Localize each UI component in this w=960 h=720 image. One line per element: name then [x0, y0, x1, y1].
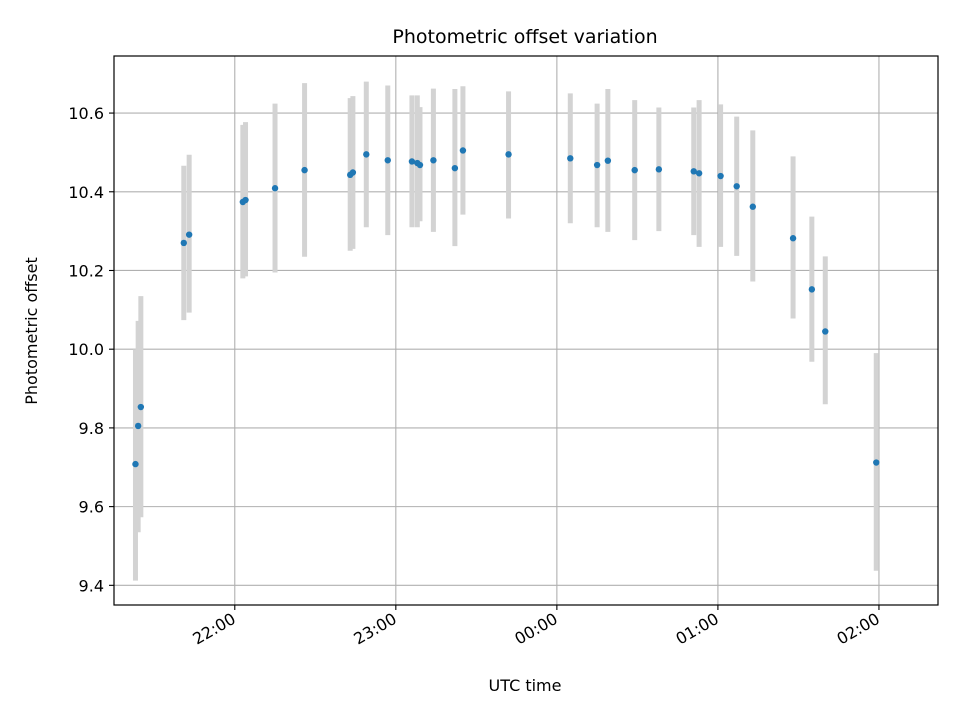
y-tick-label: 10.6 [68, 104, 104, 123]
data-point [695, 170, 703, 177]
data-point [416, 161, 424, 169]
y-tick-label: 9.8 [79, 419, 104, 438]
y-tick-label: 10.0 [68, 340, 104, 359]
data-point [749, 203, 757, 210]
data-point [301, 166, 308, 174]
data-point [808, 286, 816, 293]
data-point [180, 239, 187, 247]
y-tick-label: 9.6 [79, 498, 104, 517]
data-point [873, 459, 880, 466]
y-axis-label: Photometric offset [22, 257, 41, 405]
data-point [655, 166, 663, 173]
data-points [132, 147, 880, 468]
data-point [185, 231, 193, 238]
data-point [271, 185, 279, 192]
data-point [430, 157, 437, 164]
data-point [459, 147, 467, 154]
y-tick-label: 10.4 [68, 183, 104, 202]
data-point [349, 169, 357, 176]
data-point [132, 460, 139, 468]
data-point [717, 172, 724, 180]
data-point [137, 403, 145, 411]
data-point [242, 196, 249, 204]
data-point [134, 422, 142, 430]
data-point [690, 168, 697, 175]
data-point [631, 166, 638, 174]
data-point [604, 157, 612, 164]
chart-title: Photometric offset variation [392, 26, 657, 48]
data-point [384, 157, 391, 164]
x-axis-label: UTC time [489, 676, 562, 695]
y-tick-label: 10.2 [68, 261, 104, 280]
data-point [363, 151, 370, 158]
data-point [733, 183, 740, 190]
data-point [451, 164, 459, 172]
data-point [505, 151, 512, 158]
data-point [822, 328, 829, 335]
y-tick-label: 9.4 [79, 576, 104, 595]
data-point [408, 158, 416, 165]
data-point [567, 155, 574, 162]
grid [114, 56, 938, 605]
axes-frame [113, 55, 939, 606]
data-point [789, 235, 797, 242]
data-point [593, 161, 601, 169]
